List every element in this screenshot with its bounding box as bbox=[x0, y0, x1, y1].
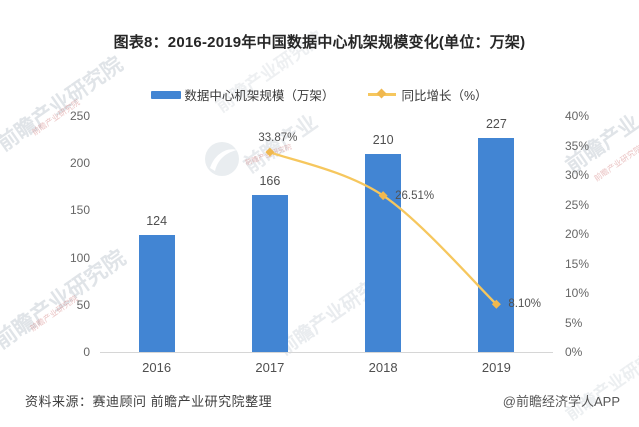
line-label-2018: 26.51% bbox=[395, 189, 435, 202]
left-axis-tick-150: 150 bbox=[69, 203, 90, 218]
right-axis-tick-15%: 15% bbox=[565, 256, 590, 271]
bar-2019 bbox=[478, 137, 515, 352]
right-axis-tick-40%: 40% bbox=[565, 109, 590, 123]
right-axis-tick-0%: 0% bbox=[565, 345, 583, 359]
x-axis-label-2019: 2019 bbox=[481, 360, 511, 375]
x-axis-label-2018: 2018 bbox=[368, 360, 398, 375]
left-axis-tick-250: 250 bbox=[69, 109, 90, 123]
legend-item-line-series: 同比增长（%） bbox=[368, 85, 488, 104]
bar-label-2019: 227 bbox=[485, 116, 507, 131]
x-axis-label-2016: 2016 bbox=[142, 360, 172, 375]
chart-title: 图表8：2016-2019年中国数据中心机架规模变化(单位：万架) bbox=[113, 34, 526, 51]
legend-item-bar-series: 数据中心机架规模（万架） bbox=[151, 85, 334, 104]
qianzhan-logo-watermark bbox=[205, 142, 239, 176]
line-series-swatch bbox=[368, 93, 397, 96]
right-axis-tick-10%: 10% bbox=[565, 286, 590, 300]
left-axis-tick-0: 0 bbox=[83, 345, 90, 359]
line-label-2019: 8.10% bbox=[508, 298, 541, 311]
source-note: 资料来源：赛迪顾问 前瞻产业研究院整理 bbox=[25, 394, 273, 409]
left-axis-tick-50: 50 bbox=[76, 297, 90, 312]
bar-2017 bbox=[251, 195, 288, 352]
right-axis-tick-35%: 35% bbox=[565, 138, 590, 153]
line-label-2017: 33.87% bbox=[258, 132, 298, 145]
bar-2016 bbox=[138, 234, 175, 352]
right-axis-tick-5%: 5% bbox=[565, 315, 583, 330]
right-axis-tick-20%: 20% bbox=[565, 227, 590, 241]
bar-series-swatch bbox=[151, 90, 182, 99]
x-axis-line bbox=[100, 352, 553, 353]
left-axis-tick-200: 200 bbox=[69, 156, 90, 171]
bar-label-2017: 166 bbox=[259, 174, 281, 189]
bar-label-2018: 210 bbox=[372, 132, 394, 147]
legend: 数据中心机架规模（万架） 同比增长（%） bbox=[0, 85, 639, 104]
bar-2018 bbox=[365, 153, 402, 352]
left-axis-tick-100: 100 bbox=[69, 250, 90, 265]
right-axis-tick-30%: 30% bbox=[565, 168, 590, 182]
x-axis-label-2017: 2017 bbox=[255, 360, 285, 375]
line-marker-2017 bbox=[265, 147, 275, 157]
brand-watermark-red: 前瞻产业研究院 bbox=[592, 143, 639, 184]
brand-watermark-red: 前瞻产业研究院 bbox=[244, 143, 293, 168]
legend-label-bar-series: 数据中心机架规模（万架） bbox=[184, 89, 335, 103]
right-axis-tick-25%: 25% bbox=[565, 197, 590, 212]
bar-label-2016: 124 bbox=[146, 213, 168, 228]
legend-label-line-series: 同比增长（%） bbox=[401, 89, 488, 103]
credit-note: @前瞻经济学人APP bbox=[502, 394, 620, 409]
